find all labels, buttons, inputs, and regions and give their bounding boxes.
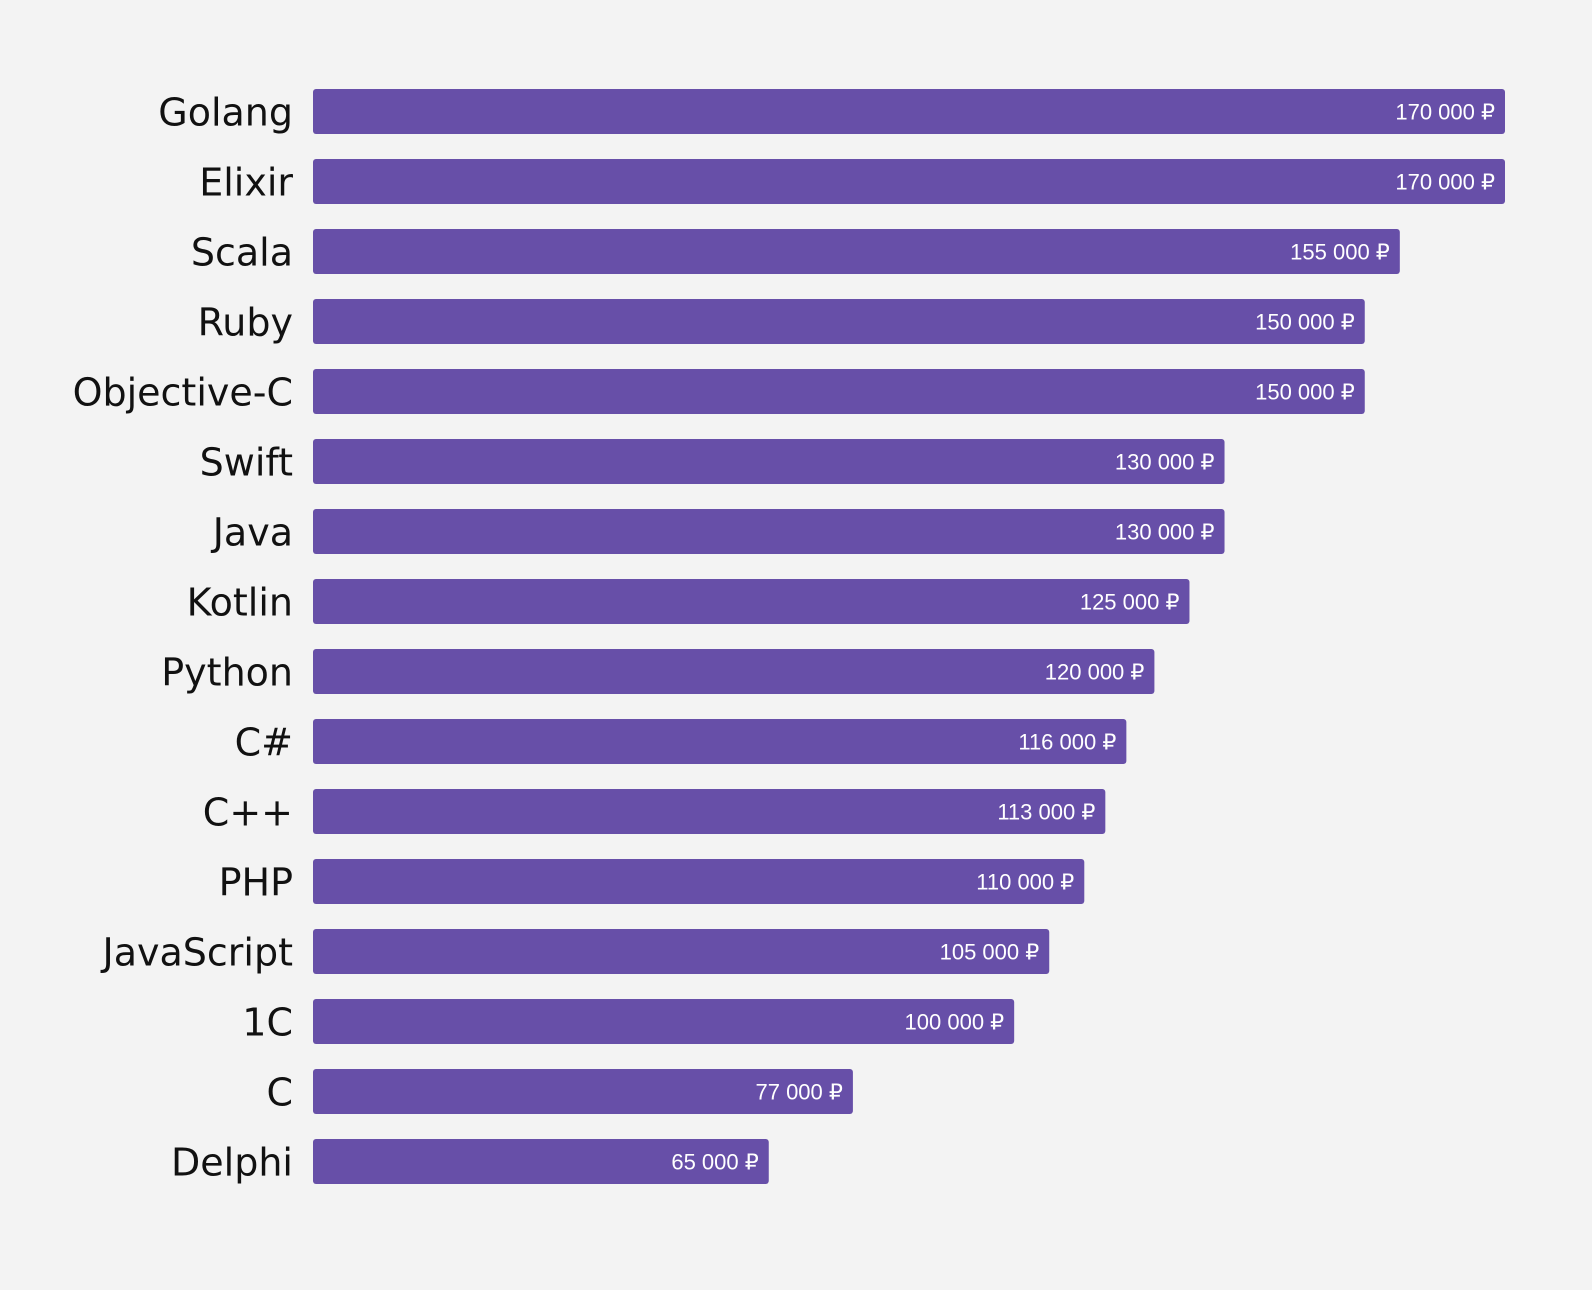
data-label: 150 000 ₽ xyxy=(1255,380,1355,405)
bar xyxy=(313,859,1085,904)
category-label: Delphi xyxy=(171,1141,293,1185)
data-label: 125 000 ₽ xyxy=(1080,590,1180,615)
category-label: Golang xyxy=(158,91,293,135)
data-label: 130 000 ₽ xyxy=(1115,450,1215,475)
bar xyxy=(313,649,1155,694)
category-label: Scala xyxy=(191,231,293,275)
category-label: Kotlin xyxy=(187,581,293,625)
bar xyxy=(313,719,1127,764)
category-label: Swift xyxy=(200,441,293,485)
data-label: 100 000 ₽ xyxy=(905,1010,1005,1035)
bar-group: Ruby 150 000 ₽ xyxy=(198,299,1365,345)
data-label: 113 000 ₽ xyxy=(997,800,1095,825)
data-label: 105 000 ₽ xyxy=(940,940,1040,965)
data-label: 65 000 ₽ xyxy=(671,1150,758,1175)
bar xyxy=(313,299,1365,344)
bar-group: Java 130 000 ₽ xyxy=(211,509,1225,555)
category-label: PHP xyxy=(219,861,293,905)
data-label: 116 000 ₽ xyxy=(1018,730,1116,755)
category-label: Java xyxy=(211,511,293,555)
bar-group: JavaScript 105 000 ₽ xyxy=(101,929,1050,975)
bar-group: Scala 155 000 ₽ xyxy=(191,229,1400,275)
data-label: 155 000 ₽ xyxy=(1290,240,1390,265)
bar-group: Golang 170 000 ₽ xyxy=(158,89,1505,135)
bar-group: PHP 110 000 ₽ xyxy=(219,859,1085,905)
data-label: 77 000 ₽ xyxy=(755,1080,842,1105)
bar-group: C 77 000 ₽ xyxy=(266,1069,853,1115)
bar xyxy=(313,1069,853,1114)
bar-group: Swift 130 000 ₽ xyxy=(200,439,1225,485)
bar-group: Delphi 65 000 ₽ xyxy=(171,1139,769,1185)
bar-group: Objective-C 150 000 ₽ xyxy=(73,369,1365,415)
bar xyxy=(313,579,1190,624)
category-label: C++ xyxy=(203,791,293,835)
data-label: 130 000 ₽ xyxy=(1115,520,1215,545)
bar-group: Python 120 000 ₽ xyxy=(161,649,1155,695)
bar xyxy=(313,159,1505,204)
data-label: 110 000 ₽ xyxy=(976,870,1074,895)
bar xyxy=(313,369,1365,414)
category-label: JavaScript xyxy=(101,931,293,975)
category-label: C xyxy=(266,1071,293,1115)
category-label: Objective-C xyxy=(73,371,293,415)
bar xyxy=(313,229,1400,274)
bar xyxy=(313,439,1225,484)
category-label: 1C xyxy=(242,1001,293,1045)
data-label: 170 000 ₽ xyxy=(1395,100,1495,125)
bar xyxy=(313,999,1015,1044)
bar-group: Elixir 170 000 ₽ xyxy=(199,159,1505,205)
bar xyxy=(313,509,1225,554)
data-label: 170 000 ₽ xyxy=(1395,170,1495,195)
data-label: 120 000 ₽ xyxy=(1045,660,1145,685)
bar xyxy=(313,1139,769,1184)
bar xyxy=(313,929,1050,974)
category-label: Ruby xyxy=(198,301,293,345)
bar-group: C# 116 000 ₽ xyxy=(235,719,1127,765)
bar xyxy=(313,789,1106,834)
category-label: Elixir xyxy=(199,161,293,205)
bar-group: Kotlin 125 000 ₽ xyxy=(187,579,1190,625)
category-label: Python xyxy=(161,651,293,695)
data-label: 150 000 ₽ xyxy=(1255,310,1355,335)
bar-group: 1C 100 000 ₽ xyxy=(242,999,1015,1045)
category-label: C# xyxy=(235,721,293,765)
bar-group: C++ 113 000 ₽ xyxy=(203,789,1106,835)
bar xyxy=(313,89,1505,134)
